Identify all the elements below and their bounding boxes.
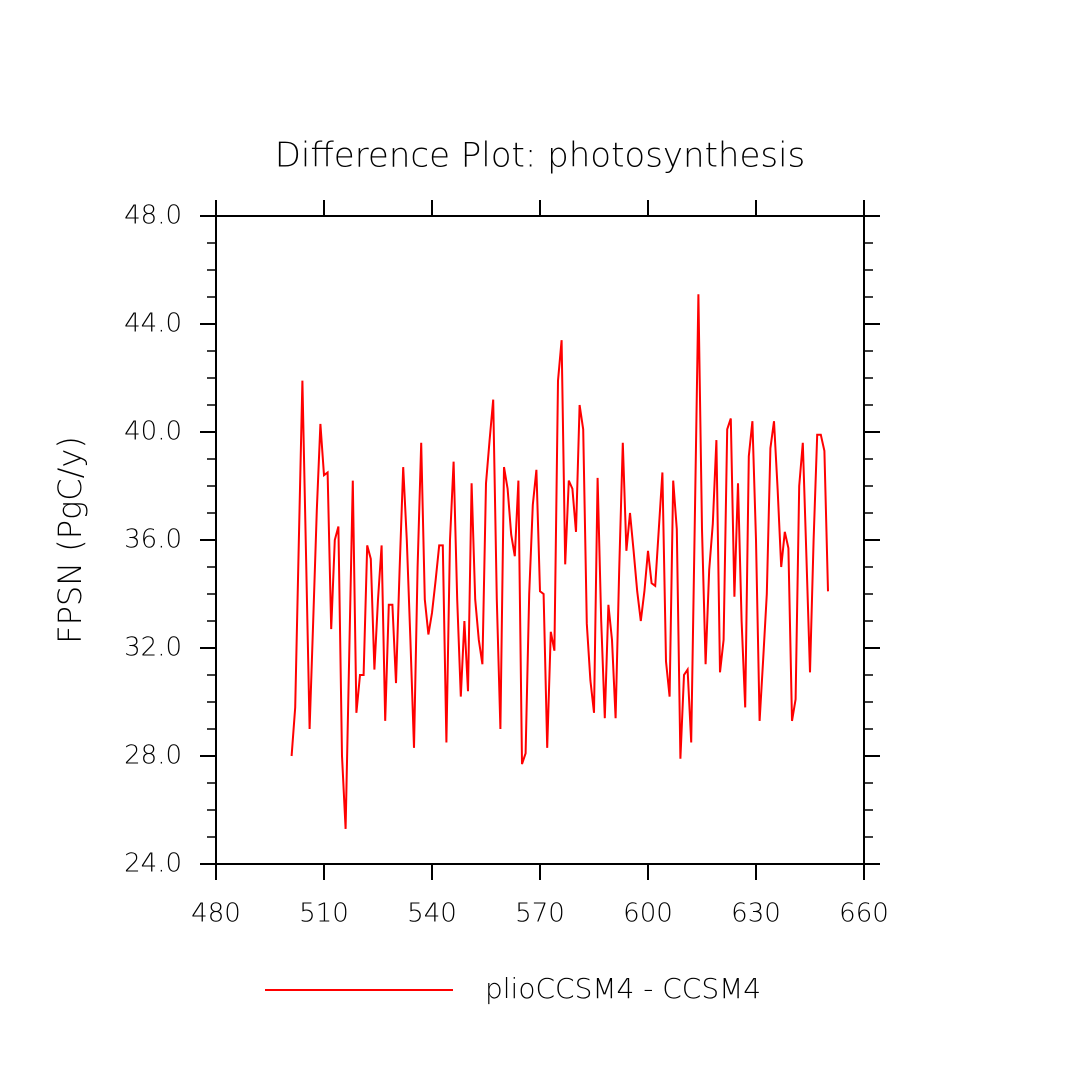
y-axis-label: FPSN (PgC/y) [51,436,89,644]
x-tick-label: 510 [299,899,349,929]
y-tick-label: 40.0 [124,417,182,447]
y-tick-label: 44.0 [124,309,182,339]
y-tick-label: 36.0 [124,525,182,555]
y-tick-label: 28.0 [124,741,182,771]
x-tick-label: 540 [407,899,457,929]
y-tick-label: 24.0 [124,849,182,879]
x-tick-label: 570 [515,899,565,929]
data-line [290,294,829,829]
y-tick-label: 48.0 [124,201,182,231]
plot-frame [215,215,865,865]
chart-title: Difference Plot: photosynthesis [275,136,806,176]
x-tick-label: 660 [839,899,889,929]
legend-label: plioCCSM4 - CCSM4 [485,972,761,1005]
x-tick-label: 630 [731,899,781,929]
x-tick-label: 600 [623,899,673,929]
y-tick-label: 32.0 [124,633,182,663]
x-tick-label: 480 [191,899,241,929]
